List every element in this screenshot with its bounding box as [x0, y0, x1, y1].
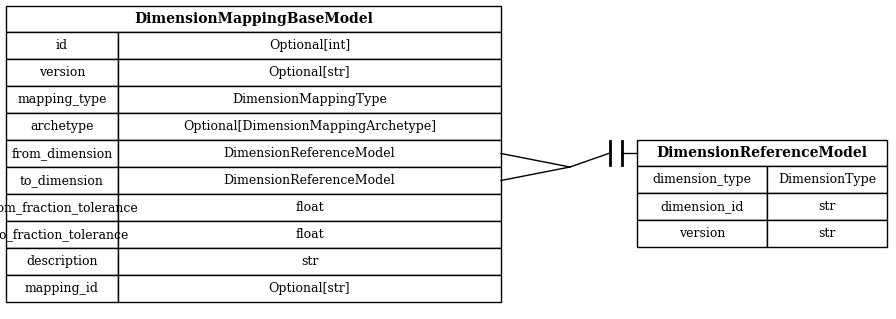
- Bar: [118, 140, 501, 167]
- Text: Optional[int]: Optional[int]: [269, 39, 350, 52]
- Bar: [6, 32, 118, 59]
- Text: from_fraction_tolerance: from_fraction_tolerance: [0, 201, 138, 214]
- Text: DimensionReferenceModel: DimensionReferenceModel: [224, 174, 395, 187]
- Bar: [118, 275, 501, 302]
- Text: Optional[str]: Optional[str]: [269, 282, 350, 295]
- Text: str: str: [818, 227, 836, 240]
- Bar: [6, 59, 118, 86]
- Bar: [6, 6, 501, 32]
- Bar: [767, 166, 887, 193]
- Bar: [118, 86, 501, 113]
- Text: id: id: [56, 39, 68, 52]
- Text: to_fraction_tolerance: to_fraction_tolerance: [0, 228, 129, 241]
- Text: archetype: archetype: [30, 120, 94, 133]
- Text: to_dimension: to_dimension: [20, 174, 104, 187]
- Bar: [6, 248, 118, 275]
- Bar: [6, 140, 118, 167]
- Bar: [637, 193, 767, 220]
- Text: str: str: [301, 255, 318, 268]
- Text: version: version: [39, 66, 85, 79]
- Bar: [637, 166, 767, 193]
- Text: DimensionMappingBaseModel: DimensionMappingBaseModel: [134, 12, 373, 26]
- Bar: [118, 113, 501, 140]
- Bar: [6, 113, 118, 140]
- Text: mapping_id: mapping_id: [25, 282, 99, 295]
- Bar: [6, 221, 118, 248]
- Text: from_dimension: from_dimension: [12, 147, 113, 160]
- Text: dimension_id: dimension_id: [660, 200, 744, 213]
- Text: DimensionType: DimensionType: [778, 173, 876, 186]
- Text: Optional[str]: Optional[str]: [269, 66, 350, 79]
- Text: str: str: [818, 200, 836, 213]
- Bar: [6, 194, 118, 221]
- Bar: [637, 140, 887, 166]
- Bar: [118, 194, 501, 221]
- Bar: [6, 167, 118, 194]
- Text: DimensionReferenceModel: DimensionReferenceModel: [657, 146, 867, 160]
- Text: dimension_type: dimension_type: [652, 173, 752, 186]
- Bar: [6, 275, 118, 302]
- Bar: [767, 220, 887, 247]
- Text: DimensionReferenceModel: DimensionReferenceModel: [224, 147, 395, 160]
- Bar: [767, 193, 887, 220]
- Text: float: float: [295, 201, 323, 214]
- Text: float: float: [295, 228, 323, 241]
- Bar: [637, 220, 767, 247]
- Text: mapping_type: mapping_type: [17, 93, 107, 106]
- Bar: [118, 32, 501, 59]
- Text: Optional[DimensionMappingArchetype]: Optional[DimensionMappingArchetype]: [183, 120, 436, 133]
- Text: version: version: [679, 227, 725, 240]
- Text: description: description: [26, 255, 98, 268]
- Bar: [6, 86, 118, 113]
- Bar: [118, 221, 501, 248]
- Bar: [118, 248, 501, 275]
- Bar: [118, 59, 501, 86]
- Text: DimensionMappingType: DimensionMappingType: [232, 93, 387, 106]
- Bar: [118, 167, 501, 194]
